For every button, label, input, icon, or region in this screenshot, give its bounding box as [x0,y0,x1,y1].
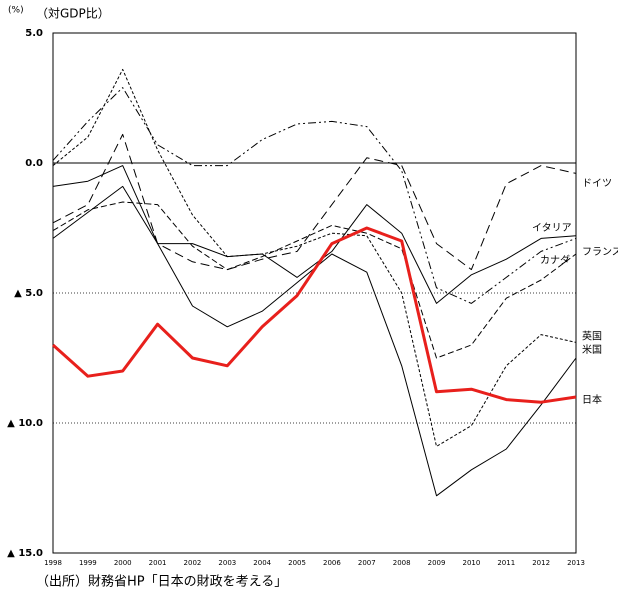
x-tick-label: 2009 [428,559,446,567]
y-tick-label: ▲ 15.0 [7,548,43,559]
x-tick-label: 2005 [288,559,306,567]
series-line [52,226,577,404]
x-tick-label: 2006 [323,559,341,567]
x-tick-label: 2013 [567,559,585,567]
legend-label: ドイツ [582,178,612,189]
y-tick-label: ▲ 5.0 [14,288,43,299]
legend-label: 日本 [582,393,602,406]
x-tick-label: 2004 [253,559,271,567]
subtitle: （対GDP比） [36,7,110,21]
y-tick-label: 5.0 [25,28,43,39]
series-line [52,87,577,304]
x-tick-label: 2007 [358,559,376,567]
x-tick-label: 2012 [532,559,550,567]
x-tick-label: 1999 [79,559,97,567]
series-line [52,68,577,447]
x-tick-label: 2008 [393,559,411,567]
legend-label: フランス [582,246,618,258]
legend-label: イタリア [532,222,572,234]
source: （出所）財務省HP「日本の財政を考える」 [36,575,287,590]
unit: (%) [8,6,24,16]
series-line [52,133,577,271]
x-tick-label: 2000 [114,559,132,567]
series-line [52,165,577,497]
series-line [52,201,577,359]
x-tick-label: 2010 [462,559,480,567]
legend-label: 米国 [582,343,602,356]
legend-label: 英国 [582,329,602,342]
y-tick-label: ▲ 10.0 [7,418,43,429]
legend-label: カナダ [540,253,570,266]
y-tick-label: 0.0 [25,158,43,169]
x-tick-label: 2003 [218,559,236,567]
x-tick-label: 1998 [44,559,62,567]
x-tick-label: 2002 [184,559,202,567]
series-line [52,185,577,304]
x-tick-label: 2001 [149,559,167,567]
x-tick-label: 2011 [497,559,515,567]
